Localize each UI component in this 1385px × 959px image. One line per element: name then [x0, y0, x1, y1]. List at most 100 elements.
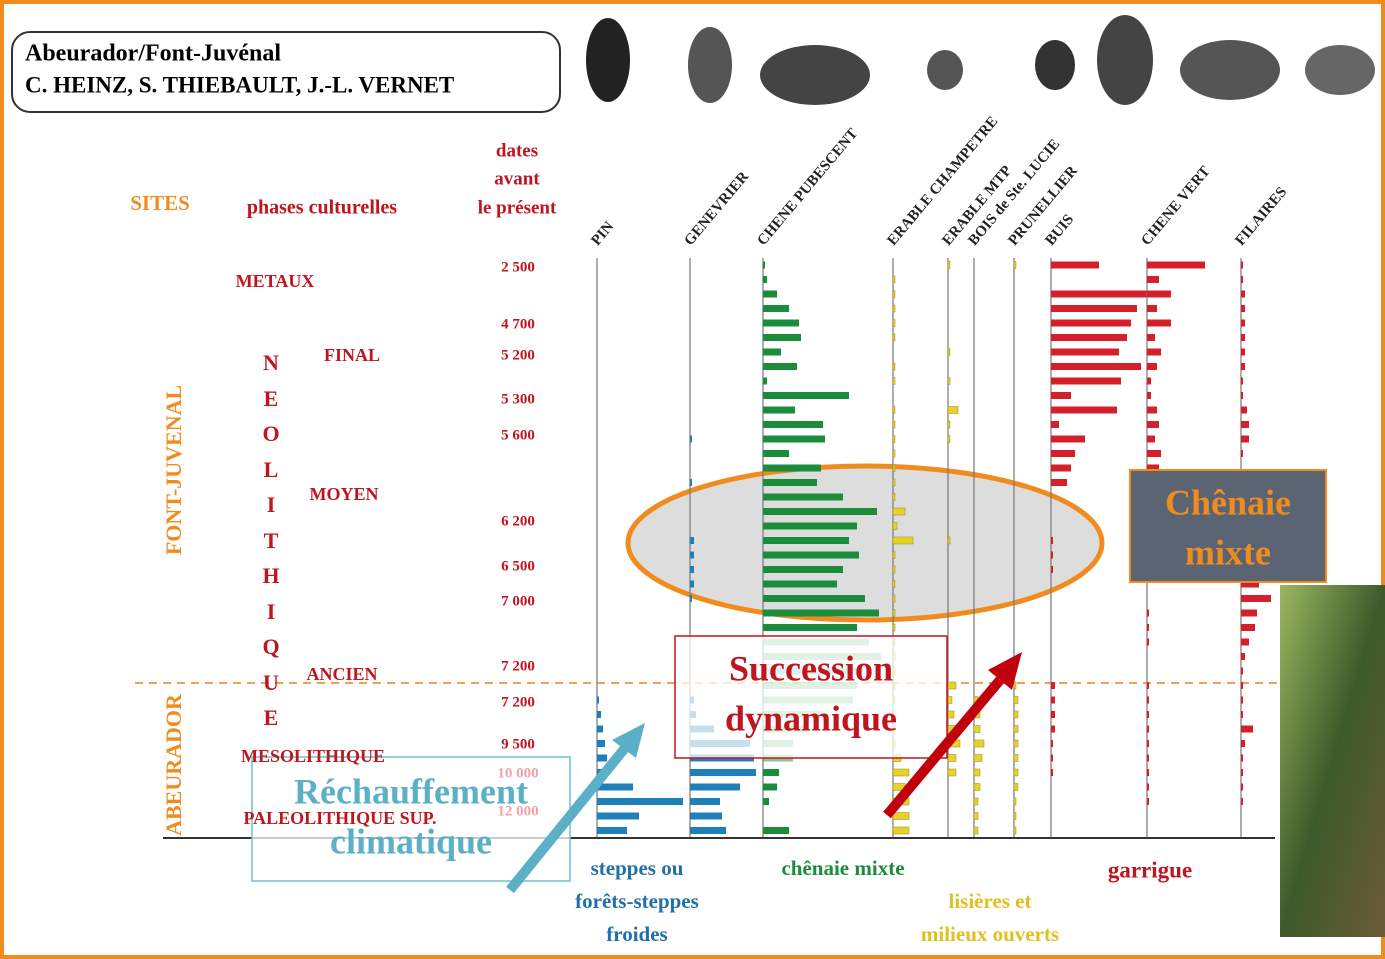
- bar: [763, 450, 789, 457]
- bar: [1051, 566, 1053, 573]
- bar: [763, 827, 789, 834]
- bar: [1241, 624, 1255, 631]
- bar: [892, 449, 896, 458]
- bar: [1241, 754, 1243, 762]
- bar: [947, 348, 951, 356]
- bar: [1051, 435, 1085, 443]
- arrow: [883, 676, 1004, 819]
- bar: [763, 493, 843, 501]
- bar: [1013, 797, 1017, 806]
- bar: [892, 362, 896, 371]
- bar: [690, 580, 694, 588]
- phase-label: MOYEN: [310, 484, 379, 504]
- bar: [763, 566, 843, 573]
- bar: [892, 333, 896, 342]
- bar: [892, 594, 896, 603]
- bar: [1241, 319, 1245, 327]
- bar: [892, 826, 910, 835]
- bar: [763, 261, 765, 269]
- authors: C. HEINZ, S. THIEBAULT, J.-L. VERNET: [25, 72, 454, 97]
- bar: [1147, 638, 1149, 646]
- bar: [1241, 682, 1243, 689]
- bar: [1051, 754, 1053, 762]
- bar: [1147, 435, 1155, 443]
- date-label: 7 200: [501, 694, 535, 710]
- bar: [1241, 580, 1259, 588]
- bar: [1051, 696, 1055, 704]
- bar: [763, 464, 821, 472]
- bar: [763, 537, 849, 544]
- bar: [1147, 798, 1149, 805]
- bar: [1051, 551, 1053, 559]
- phase-label: PALEOLITHIQUE SUP.: [243, 808, 436, 828]
- bar: [973, 739, 985, 748]
- callout: dynamique: [725, 698, 897, 738]
- date-label: 10 000: [497, 765, 538, 781]
- tree-icons: [586, 15, 1375, 105]
- bar: [1241, 348, 1245, 356]
- bar: [1147, 609, 1149, 617]
- bar: [763, 363, 797, 370]
- bar: [1051, 377, 1121, 385]
- bar: [973, 783, 981, 791]
- bar: [763, 580, 837, 588]
- bar: [763, 595, 865, 602]
- bar: [690, 551, 694, 559]
- bar: [763, 348, 781, 356]
- bar: [597, 783, 633, 791]
- bar: [1241, 276, 1243, 283]
- bar: [892, 304, 896, 313]
- bar: [892, 609, 896, 617]
- bar: [763, 551, 859, 559]
- bar: [973, 812, 979, 820]
- bar: [690, 783, 740, 791]
- bar: [973, 725, 981, 733]
- bar: [947, 768, 957, 777]
- date-label: 6 500: [501, 558, 535, 574]
- bar: [597, 812, 639, 820]
- bar: [690, 595, 692, 602]
- group-label: garrigue: [1108, 857, 1192, 882]
- bar: [763, 377, 767, 385]
- bar: [1241, 638, 1249, 646]
- callout: Réchauffement: [294, 771, 528, 811]
- bar: [1147, 290, 1171, 298]
- title: Abeurador/Font-Juvénal: [25, 41, 281, 67]
- title-box: [11, 31, 561, 113]
- bar: [690, 798, 720, 805]
- bar: [892, 536, 914, 545]
- bar: [1147, 711, 1149, 718]
- bar: [690, 479, 692, 486]
- bar: [1241, 290, 1245, 298]
- bar: [973, 797, 979, 806]
- bar: [1241, 798, 1243, 805]
- site-label: FONT-JUVENAL: [161, 385, 186, 555]
- bar: [892, 580, 896, 588]
- bar: [1013, 739, 1019, 748]
- bar: [947, 261, 951, 269]
- bar: [1241, 421, 1249, 428]
- bar: [892, 768, 910, 777]
- date-label: 9 500: [501, 736, 535, 752]
- bar: [1241, 450, 1243, 457]
- bar: [763, 290, 777, 298]
- bar: [1147, 276, 1159, 283]
- date-label: 5 300: [501, 391, 535, 407]
- bar: [1013, 696, 1019, 704]
- bar: [892, 812, 910, 820]
- bar: [597, 696, 599, 704]
- dates-header: dates: [496, 140, 538, 161]
- bar: [1051, 479, 1067, 486]
- bar: [1051, 290, 1155, 298]
- bar: [1051, 464, 1071, 472]
- bar: [1147, 406, 1157, 414]
- callout: Succession: [729, 648, 893, 688]
- bar: [1013, 783, 1019, 791]
- bar: [1051, 769, 1053, 776]
- bar: [892, 406, 896, 414]
- bar: [1147, 624, 1149, 631]
- bar: [947, 406, 959, 414]
- bar: [1147, 682, 1149, 689]
- bar: [1051, 740, 1053, 747]
- bar: [973, 768, 981, 777]
